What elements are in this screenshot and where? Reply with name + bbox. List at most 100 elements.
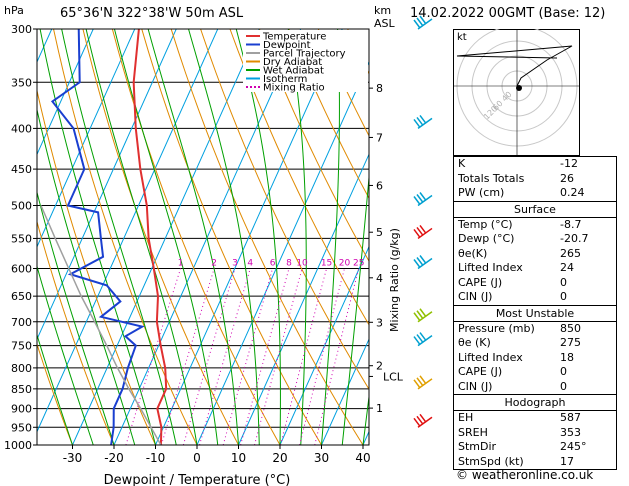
dry-adiabat-line — [229, 29, 369, 326]
datetime-label: 14.02.2022 00GMT (Base: 12) — [410, 6, 606, 21]
index-row: PW (cm) 0.24 — [454, 186, 616, 201]
wind-barb — [413, 375, 433, 390]
wind-barb — [413, 413, 433, 428]
wind-barb — [413, 15, 433, 30]
dry-adiabat-line — [53, 29, 198, 445]
wet-adiabat-line — [37, 333, 73, 445]
mixing-ratio-line — [182, 268, 236, 445]
most-unstable-row: CAPE (J) 0 — [454, 365, 616, 380]
mixing-ratio-tick-label: 10 — [296, 258, 308, 268]
pressure-tick-label: 750 — [11, 340, 32, 353]
dry-adiabat-line — [37, 342, 73, 445]
dry-adiabat-line — [82, 29, 239, 445]
km-tick-label: 3 — [376, 316, 383, 329]
pressure-tick-label: 800 — [11, 362, 32, 375]
legend-box — [243, 30, 368, 92]
hodograph-stat-value: 17 — [560, 454, 574, 468]
wet-adiabat-line — [235, 29, 281, 445]
surface-value: 24 — [560, 261, 574, 274]
index-value: -12 — [560, 157, 578, 170]
temp-tick-label: -20 — [104, 451, 124, 465]
hodograph-stat-row: StmSpd (kt) 17 — [454, 455, 616, 470]
km-tick-label: 6 — [376, 179, 383, 192]
pressure-tick-label: 350 — [11, 76, 32, 89]
km-label: km — [374, 4, 392, 17]
surface-value: -20.7 — [560, 232, 589, 245]
hodograph-stat-value: 245° — [560, 440, 587, 453]
surface-row: Dewp (°C) -20.7 — [454, 232, 616, 247]
index-value: 0.24 — [560, 186, 585, 199]
mixing-ratio-line — [280, 268, 328, 445]
most-unstable-row: CIN (J) 0 — [454, 380, 616, 395]
mixing-ratio-tick-label: 15 — [321, 258, 332, 268]
index-label: Totals Totals — [458, 171, 525, 185]
wet-adiabat-line — [37, 264, 94, 445]
temp-tick-label: 40 — [355, 451, 370, 465]
pressure-tick-label: 700 — [11, 316, 32, 329]
mixing-ratio-tick-label: 25 — [353, 258, 364, 268]
x-axis-label: Dewpoint / Temperature (°C) — [104, 473, 291, 486]
hodograph-stat-value: 353 — [560, 425, 581, 439]
plot-frame — [36, 28, 370, 446]
index-row: K -12 — [454, 157, 616, 172]
legend-entry: Dewpoint — [263, 40, 311, 51]
km-tick-label: 4 — [376, 272, 383, 285]
legend-entry: Parcel Trajectory — [263, 49, 346, 60]
storm-motion-marker — [516, 85, 522, 91]
mixing-ratio-tick-label: 4 — [247, 258, 253, 268]
dry-adiabat-line — [37, 88, 156, 445]
temp-tick-label: -30 — [63, 451, 83, 465]
mixing-ratio-line — [299, 268, 345, 445]
index-label: K — [458, 157, 466, 170]
pressure-tick-label: 450 — [11, 163, 32, 176]
most-unstable-section-title: Most Unstable — [454, 304, 616, 322]
isotherm-line — [0, 29, 10, 445]
isotherm-line — [155, 29, 343, 445]
surface-label: Dewp (°C) — [458, 232, 515, 245]
most-unstable-row: Pressure (mb) 850 — [454, 322, 616, 337]
wind-barb — [413, 114, 433, 130]
wet-adiabat-line — [37, 107, 136, 445]
asl-label: ASL — [374, 17, 395, 30]
index-label: PW (cm) — [458, 186, 505, 199]
legend-entry: Wet Adiabat — [263, 66, 324, 77]
hodograph-stat-label: EH — [458, 411, 474, 424]
indices-table: K -12 Totals Totals 26 PW (cm) 0.24 Surface T… — [453, 156, 617, 470]
hodograph-stat-value: 587 — [560, 411, 581, 424]
dry-adiabat-line — [37, 219, 115, 445]
mixing-ratio-tick-label: 1 — [178, 258, 184, 268]
most-unstable-label: CAPE (J) — [458, 365, 503, 378]
isotherm-line — [72, 29, 260, 445]
mixing-ratio-tick-label: 8 — [286, 258, 292, 268]
surface-row: Lifted Index 24 — [454, 261, 616, 276]
wet-adiabat-line — [39, 29, 156, 445]
temp-tick-label: 0 — [193, 451, 201, 465]
most-unstable-row: Lifted Index 18 — [454, 351, 616, 366]
most-unstable-value: 0 — [560, 379, 567, 393]
isotherm-line — [321, 337, 369, 445]
surface-section-title: Surface — [454, 200, 616, 218]
surface-row: Temp (°C) -8.7 — [454, 218, 616, 233]
pressure-tick-label: 900 — [11, 403, 32, 416]
hodograph-stat-row: SREH 353 — [454, 426, 616, 441]
mixing-ratio-tick-label: 2 — [211, 258, 217, 268]
location-label: 65°36'N 322°38'W 50m ASL — [60, 6, 244, 21]
km-tick-label: 1 — [376, 402, 383, 415]
surface-value: 0 — [560, 290, 567, 303]
wet-adiabat-line — [61, 29, 177, 445]
mixing-ratio-tick-label: 6 — [270, 258, 276, 268]
most-unstable-value: 275 — [560, 336, 581, 349]
mixing-ratio-line — [160, 268, 215, 445]
mixing-ratio-line — [314, 268, 360, 445]
most-unstable-label: CIN (J) — [458, 379, 493, 393]
surface-row: CAPE (J) 0 — [454, 276, 616, 291]
dry-adiabat-line — [170, 29, 364, 445]
most-unstable-value: 850 — [560, 321, 581, 335]
wet-adiabat-line — [287, 29, 307, 445]
wet-adiabat-line — [37, 190, 115, 445]
most-unstable-value: 0 — [560, 365, 567, 378]
hodograph-unit-label: kt — [457, 32, 467, 43]
wind-barb — [413, 332, 433, 347]
